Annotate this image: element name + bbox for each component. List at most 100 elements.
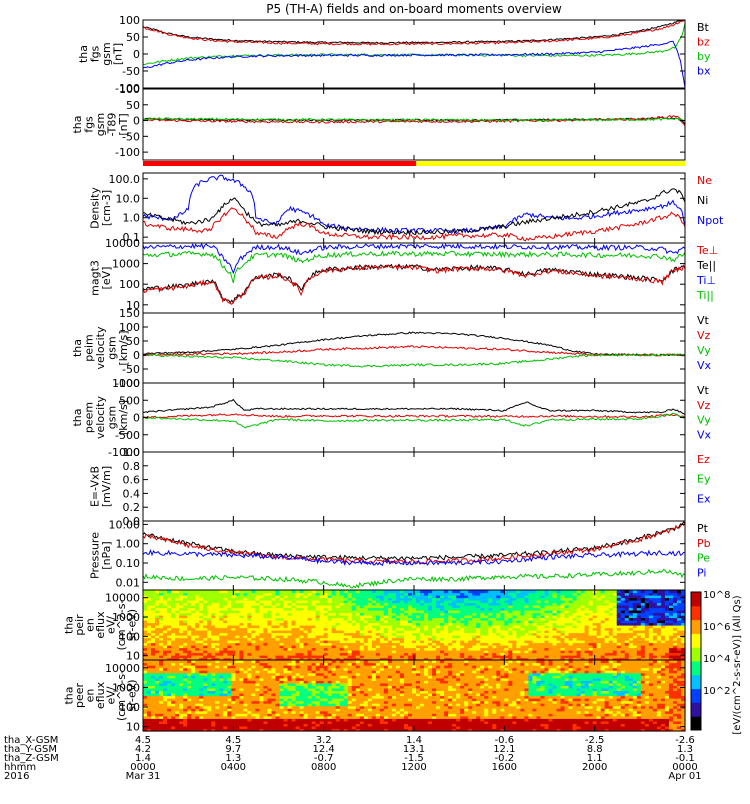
panel-peim-velocity: 150100500-50-100thapeimvelocitygsm[km/s]… xyxy=(71,307,712,390)
y-tick-label: 100 xyxy=(119,278,140,291)
legend-item-Vx: Vx xyxy=(697,428,712,441)
panel-frame xyxy=(143,383,685,452)
y-tick-label: 0.4 xyxy=(123,487,141,500)
y-tick-label: 0.10 xyxy=(116,557,141,570)
series-peim-velocity-Vy xyxy=(143,354,685,367)
legend-item-Pb: Pb xyxy=(697,537,711,550)
series-temperature-Te|| xyxy=(143,264,685,302)
y-tick-label: 0.01 xyxy=(116,576,141,589)
legend-item-Vt: Vt xyxy=(697,314,710,327)
y-tick-label: -50 xyxy=(122,65,140,78)
series-density-Ni xyxy=(143,189,685,235)
y-tick-label: 100 xyxy=(119,14,140,27)
y-tick-label: 0.8 xyxy=(123,460,141,473)
series-peem-velocity-Vt xyxy=(143,400,685,415)
legend-item-Vz: Vz xyxy=(697,399,711,412)
legend-item-Pt: Pt xyxy=(697,522,709,535)
y-axis-label: [nT] xyxy=(117,113,130,135)
panel-frame xyxy=(143,452,685,521)
series-pressure-Pt xyxy=(143,522,685,560)
y-axis-label: [nPa] xyxy=(100,541,113,569)
series-temperature-Ti⊥ xyxy=(143,244,685,273)
y-tick-label: 100.0 xyxy=(109,173,141,186)
y-axis-label: [mV/m] xyxy=(100,466,113,507)
series-temperature-Te⊥ xyxy=(143,265,685,304)
series-density-Ne xyxy=(143,208,685,241)
y-tick-label: 1000 xyxy=(112,258,140,271)
series-pressure-Pb xyxy=(143,523,685,564)
y-tick-label: 0.6 xyxy=(123,474,141,487)
mode-bar-segment-0 xyxy=(143,161,416,166)
y-tick-label: 0 xyxy=(133,48,140,61)
y-tick-label: 1.0 xyxy=(123,446,141,459)
y-axis-label: [eV] xyxy=(100,267,113,290)
legend-item-Vt: Vt xyxy=(697,384,710,397)
legend-item-Vy: Vy xyxy=(697,414,711,427)
y-tick-label: -100 xyxy=(115,146,140,159)
y-axis-label: [km/s] xyxy=(117,330,130,365)
legend-item-Npot: Npot xyxy=(697,214,724,227)
panel-peem-velocity: 10005000-500-1000thapeemvelocitygsm[km/s… xyxy=(71,377,712,459)
legend-item-Ex: Ex xyxy=(697,492,711,505)
series-peim-velocity-Vz xyxy=(143,346,685,356)
series-peim-velocity-Vt xyxy=(143,332,685,356)
legend-item-Ey: Ey xyxy=(697,473,711,486)
y-tick-label: 50 xyxy=(126,31,140,44)
mode-bar-segment-1 xyxy=(416,161,685,166)
spectrogram-cells xyxy=(143,590,686,661)
y-tick-label: 0 xyxy=(133,412,140,425)
panel-frame xyxy=(143,89,685,160)
y-tick-label: 100 xyxy=(119,83,140,96)
legend-item-Ti⊥: Ti⊥ xyxy=(696,274,716,287)
legend-item-Ez: Ez xyxy=(697,453,710,466)
legend-item-bz: bz xyxy=(697,36,710,49)
legend-item-Pe: Pe xyxy=(697,552,710,565)
legend-item-Vy: Vy xyxy=(697,344,711,357)
spectrogram-cells xyxy=(143,660,686,732)
legend-item-Ni: Ni xyxy=(697,194,708,207)
legend-item-Ti||: Ti|| xyxy=(696,289,714,302)
y-tick-label: 10.00 xyxy=(109,518,141,531)
y-tick-label: 1.00 xyxy=(116,538,141,551)
series-peem-velocity-Vz xyxy=(143,414,685,419)
y-axis-label: sr-eV) xyxy=(126,609,139,641)
legend-item-Pi: Pi xyxy=(697,566,706,579)
legend-item-Te⊥: Te⊥ xyxy=(696,244,718,257)
panel-peir-spectrogram: 10000100010010thapeirenefluxeV/(cm^2-s-s… xyxy=(63,590,686,663)
chart-title: P5 (TH-A) fields and on-board moments ov… xyxy=(266,2,562,16)
panel-peer-spectrogram: 10000100010010thapeerenefluxeV/(cm^2-s-s… xyxy=(63,660,686,734)
y-tick-label: 0.2 xyxy=(123,501,141,514)
y-tick-label: 150 xyxy=(119,307,140,320)
legend-item-Bt: Bt xyxy=(697,21,710,34)
legend-item-by: by xyxy=(697,50,711,63)
y-tick-label: 0 xyxy=(133,115,140,128)
y-tick-label: 10 xyxy=(126,650,140,663)
y-tick-label: 10.0 xyxy=(116,192,141,205)
mode-bar xyxy=(143,161,685,166)
y-axis-label: [nT] xyxy=(111,43,124,65)
legend-item-Ne: Ne xyxy=(697,174,712,187)
y-tick-label: 10000 xyxy=(105,237,140,250)
y-tick-label: 0 xyxy=(133,349,140,362)
legend-item-Te||: Te|| xyxy=(696,259,716,272)
y-tick-label: 1.0 xyxy=(123,212,141,225)
y-axis-label: [cm-3] xyxy=(100,190,113,226)
panel-frame xyxy=(143,313,685,383)
panel-frame xyxy=(143,173,685,243)
series-fgs-bx xyxy=(143,41,685,87)
y-tick-label: 1000 xyxy=(112,377,140,390)
series-peem-velocity-Vy xyxy=(143,413,685,428)
legend-item-bx: bx xyxy=(697,65,711,78)
legend-item-Vz: Vz xyxy=(697,329,711,342)
y-axis-label: [km/s] xyxy=(117,400,130,435)
legend-item-Vx: Vx xyxy=(697,359,712,372)
y-tick-label: 50 xyxy=(126,99,140,112)
